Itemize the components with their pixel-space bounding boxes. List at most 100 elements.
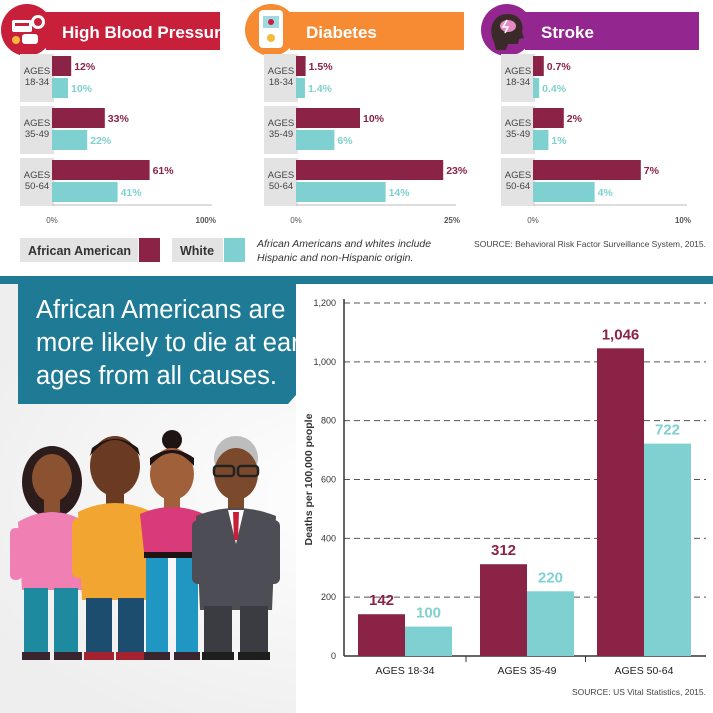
bar bbox=[52, 108, 105, 128]
data-label: 2% bbox=[567, 113, 583, 125]
headline-banner bbox=[18, 284, 296, 404]
note-line-1: African Americans and whites include bbox=[256, 238, 431, 250]
header-bar-high-blood-pressure bbox=[46, 12, 220, 50]
bar bbox=[597, 348, 644, 656]
bar bbox=[533, 182, 595, 202]
tick-label: 0% bbox=[290, 216, 302, 225]
bar bbox=[480, 564, 527, 656]
legend-label-white: White bbox=[180, 244, 214, 258]
header-bar-diabetes bbox=[290, 12, 464, 50]
data-label: 722 bbox=[655, 422, 680, 439]
data-label: 0.4% bbox=[542, 83, 567, 95]
data-label: 0.7% bbox=[547, 61, 572, 73]
title-stroke: Stroke bbox=[541, 23, 594, 42]
bar bbox=[358, 614, 405, 656]
category-label-bg bbox=[501, 106, 535, 154]
woman-pink-shirt bbox=[10, 446, 94, 660]
category-label-bg bbox=[264, 106, 298, 154]
data-label: 22% bbox=[90, 135, 112, 147]
legend-swatch-african-american bbox=[139, 238, 160, 262]
y-tick-label: 400 bbox=[321, 533, 336, 543]
category-label-line: 18-34 bbox=[269, 77, 293, 88]
bar bbox=[296, 182, 386, 202]
y-tick-label: 0 bbox=[331, 651, 336, 661]
tick-label: 0% bbox=[527, 216, 539, 225]
data-label: 4% bbox=[598, 187, 614, 199]
category-label-line: AGES bbox=[505, 170, 531, 181]
data-label: 7% bbox=[644, 165, 660, 177]
bar bbox=[405, 626, 452, 656]
category-label-bg bbox=[501, 54, 535, 102]
category-label-bg bbox=[501, 158, 535, 206]
data-label: 14% bbox=[389, 187, 411, 199]
category-label-line: 18-34 bbox=[506, 77, 530, 88]
bar bbox=[533, 78, 540, 98]
bar bbox=[296, 108, 360, 128]
legend-label-african-american: African American bbox=[28, 244, 131, 258]
category-label-line: AGES bbox=[24, 170, 50, 181]
headline-line-3: ages from all causes. bbox=[36, 362, 277, 390]
people-illustration bbox=[10, 430, 280, 660]
category-label-bg bbox=[20, 54, 54, 102]
headline-line-2: more likely to die at early bbox=[36, 329, 318, 357]
bar bbox=[533, 108, 564, 128]
legend-label-bg-white bbox=[172, 238, 223, 262]
category-label-bg bbox=[264, 158, 298, 206]
data-label: 33% bbox=[108, 113, 130, 125]
data-label: 41% bbox=[121, 187, 143, 199]
tick-label: 0% bbox=[46, 216, 58, 225]
headline-line-1: African Americans are bbox=[36, 296, 285, 324]
bar bbox=[533, 160, 641, 180]
bar bbox=[52, 78, 68, 98]
data-label: 1,046 bbox=[602, 326, 640, 343]
note-line-2: Hispanic and non-Hispanic origin. bbox=[257, 252, 413, 264]
data-label: 1.4% bbox=[308, 83, 333, 95]
category-label-bg bbox=[264, 54, 298, 102]
category-label-line: 50-64 bbox=[506, 181, 530, 192]
bar bbox=[533, 56, 544, 76]
title-diabetes: Diabetes bbox=[306, 23, 377, 42]
x-tick-label: AGES 35-49 bbox=[498, 665, 557, 677]
bar bbox=[296, 56, 306, 76]
brain-icon bbox=[491, 14, 524, 50]
y-tick-label: 1,000 bbox=[313, 357, 336, 367]
data-label: 220 bbox=[538, 569, 563, 586]
category-label-bg bbox=[20, 106, 54, 154]
category-label-line: 35-49 bbox=[506, 129, 530, 140]
legend-swatch-white bbox=[224, 238, 245, 262]
section-divider-bar bbox=[0, 276, 713, 284]
tick-label: 25% bbox=[444, 216, 460, 225]
x-tick-label: AGES 50-64 bbox=[615, 665, 674, 677]
man-gray-suit bbox=[192, 436, 280, 660]
y-tick-label: 600 bbox=[321, 475, 336, 485]
data-label: 23% bbox=[446, 165, 468, 177]
panel-high-blood-pressure-header: High Blood Pressure bbox=[1, 4, 230, 56]
data-label: 61% bbox=[153, 165, 175, 177]
source-top: SOURCE: Behavioral Risk Factor Surveilla… bbox=[474, 239, 706, 249]
man-yellow-shirt bbox=[72, 436, 158, 660]
category-label-backgrounds bbox=[20, 54, 535, 206]
bar bbox=[296, 160, 444, 180]
category-label-line: 35-49 bbox=[25, 129, 49, 140]
data-label: 142 bbox=[369, 592, 394, 609]
panel-diabetes-header: Diabetes bbox=[245, 4, 464, 56]
data-label: 10% bbox=[363, 113, 385, 125]
woman-magenta-top bbox=[140, 430, 204, 660]
legend: African American White bbox=[20, 238, 245, 262]
category-label-line: 18-34 bbox=[25, 77, 49, 88]
bar bbox=[644, 443, 691, 656]
bar bbox=[52, 130, 88, 150]
legend-label-bg-african-american bbox=[20, 238, 138, 262]
bar bbox=[533, 130, 549, 150]
category-label-line: AGES bbox=[268, 170, 294, 181]
y-tick-label: 1,200 bbox=[313, 298, 336, 308]
data-label: 12% bbox=[74, 61, 96, 73]
category-label-line: AGES bbox=[505, 118, 531, 129]
data-label: 6% bbox=[337, 135, 353, 147]
y-tick-label: 800 bbox=[321, 416, 336, 426]
bar bbox=[52, 160, 150, 180]
category-label-line: AGES bbox=[24, 118, 50, 129]
category-label-line: 35-49 bbox=[269, 129, 293, 140]
